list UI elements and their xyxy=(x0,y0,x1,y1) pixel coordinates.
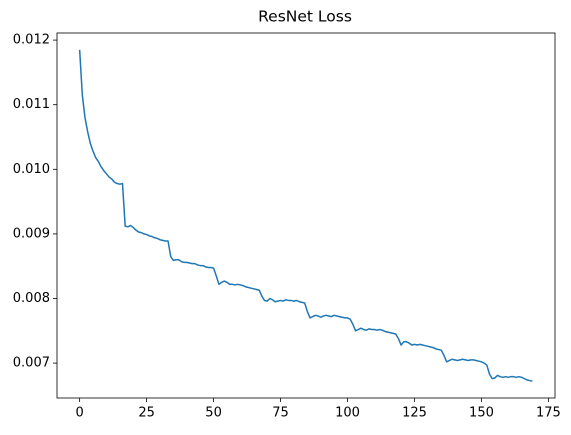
chart-title: ResNet Loss xyxy=(258,8,352,26)
y-tick-label: 0.012 xyxy=(13,33,50,48)
x-tick-label: 150 xyxy=(469,406,494,421)
y-tick-label: 0.011 xyxy=(13,97,50,112)
line xyxy=(78,49,533,382)
x-tick-label: 100 xyxy=(335,406,360,421)
y-tick-label: 0.007 xyxy=(13,356,50,371)
x-tick-label: 25 xyxy=(138,406,155,421)
x-tick-label: 125 xyxy=(402,406,427,421)
x-tick-label: 50 xyxy=(205,406,222,421)
x-tick-label: 75 xyxy=(272,406,289,421)
x-tick-label: 175 xyxy=(536,406,561,421)
plot-frame xyxy=(56,32,556,399)
y-tick-label: 0.008 xyxy=(13,291,50,306)
x-tick-label: 0 xyxy=(75,406,83,421)
y-tick-label: 0.010 xyxy=(13,162,50,177)
y-tick-label: 0.009 xyxy=(13,226,50,241)
